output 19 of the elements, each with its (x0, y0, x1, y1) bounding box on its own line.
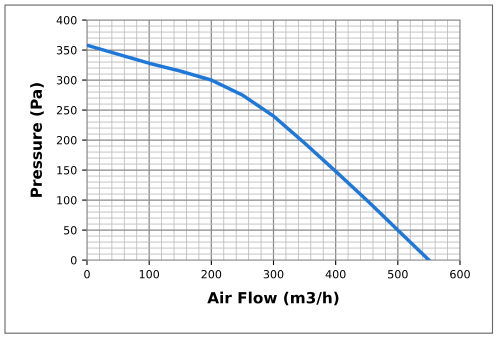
y-tick-label: 50 (64, 226, 77, 234)
y-tick-label: 250 (56, 106, 77, 114)
x-tick-label: 400 (326, 270, 346, 278)
x-axis-title: Air Flow (m3/h) (207, 292, 338, 306)
x-tick-label: 0 (84, 270, 90, 278)
y-tick-label: 100 (57, 196, 77, 204)
line-series (87, 44, 431, 260)
y-tick-label: 400 (56, 16, 77, 24)
x-tick-label: 500 (388, 270, 408, 278)
y-tick-label: 0 (70, 256, 77, 264)
x-tick-label: 600 (450, 270, 470, 278)
y-tick-label: 300 (56, 76, 77, 84)
x-tick-label: 100 (140, 270, 160, 278)
x-tick-label: 200 (202, 270, 222, 278)
y-tick-label: 350 (56, 46, 77, 54)
y-axis-title: Pressure (Pa) (30, 83, 44, 197)
y-tick-label: 150 (57, 166, 77, 174)
y-tick-label: 200 (56, 136, 77, 144)
x-tick-label: 300 (264, 270, 284, 278)
